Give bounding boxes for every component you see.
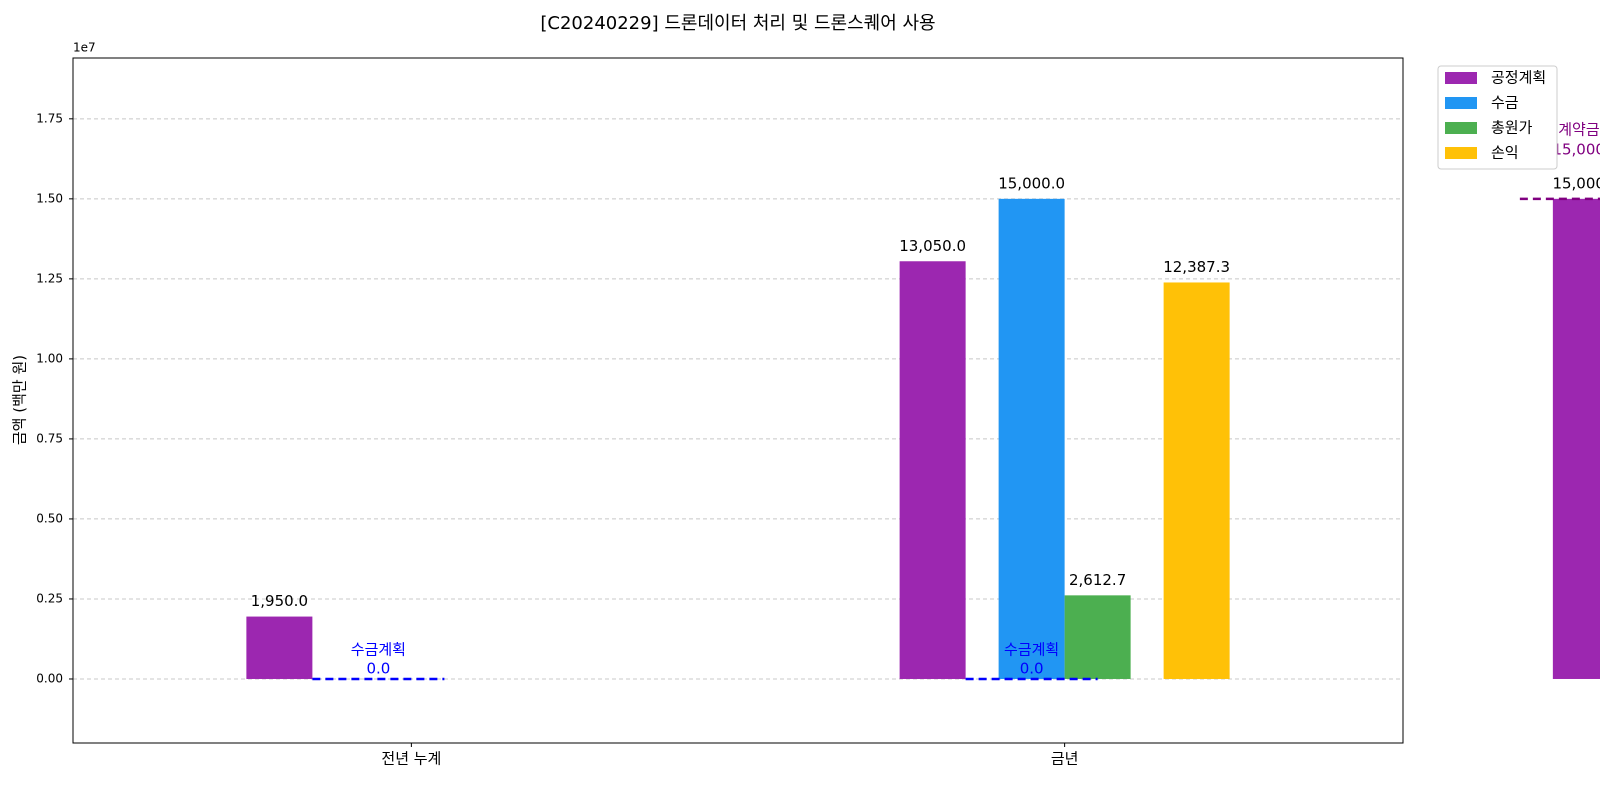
- chart-title: [C20240229] 드론데이터 처리 및 드론스퀘어 사용: [540, 13, 935, 34]
- y-tick-label: 1.50: [36, 191, 63, 205]
- legend-swatch: [1445, 122, 1477, 134]
- legend-label: 총원가: [1491, 119, 1533, 137]
- y-tick-label: 1.25: [36, 271, 63, 285]
- x-tick-label: 전년 누계: [381, 750, 441, 768]
- value-label: 12,387.3: [1163, 258, 1230, 276]
- annotation-value: 0.0: [1020, 659, 1044, 677]
- y-tick-label: 1.75: [36, 111, 63, 125]
- annotation-value: 0.0: [366, 659, 390, 677]
- annotation-label: 수금계획: [351, 640, 406, 658]
- annotation-label: 수금계획: [1004, 640, 1059, 658]
- y-tick-label: 0.75: [36, 431, 63, 445]
- annotation-value: 15,000.0: [1552, 140, 1600, 158]
- legend-swatch: [1445, 147, 1477, 159]
- bar: [899, 261, 966, 679]
- y-tick-label: 0.25: [36, 591, 63, 605]
- bar: [1064, 595, 1131, 679]
- legend: [1437, 65, 1558, 170]
- value-label: 15,000.0: [1552, 174, 1600, 192]
- legend-label: 손익: [1491, 144, 1519, 162]
- y-tick-label: 0.50: [36, 511, 63, 525]
- bar: [246, 616, 313, 679]
- y-tick-label: 0.00: [36, 671, 63, 685]
- bar: [1163, 282, 1230, 679]
- value-label: 2,612.7: [1069, 571, 1126, 589]
- annotation-label: 계약금액: [1558, 120, 1600, 138]
- y-offset-label: 1e7: [73, 41, 96, 55]
- legend-swatch: [1445, 97, 1477, 109]
- bar: [1552, 198, 1600, 679]
- y-axis-label: 금액 (백만 원): [11, 355, 29, 445]
- value-label: 1,950.0: [251, 592, 308, 610]
- value-label: 13,050.0: [899, 237, 966, 255]
- value-label: 15,000.0: [998, 174, 1065, 192]
- legend-label: 공정계획: [1491, 69, 1546, 87]
- legend-label: 수금: [1491, 94, 1519, 112]
- plot-frame: [72, 57, 1404, 744]
- y-tick-label: 1.00: [36, 351, 63, 365]
- x-tick-label: 금년: [1051, 750, 1079, 768]
- legend-swatch: [1445, 72, 1477, 84]
- bar: [998, 198, 1065, 679]
